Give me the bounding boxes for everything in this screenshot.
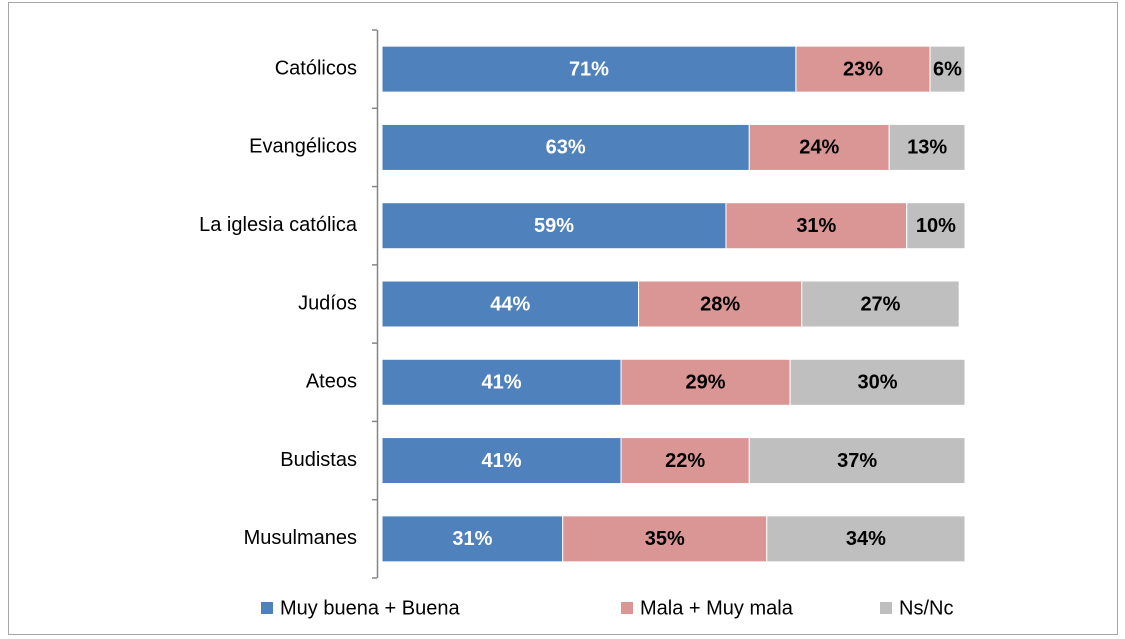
legend-swatch	[880, 602, 892, 614]
data-label: 34%	[846, 528, 886, 550]
data-label: 41%	[481, 372, 521, 394]
legend-swatch	[261, 602, 273, 614]
bar-segment	[725, 202, 908, 250]
bar-segment	[381, 202, 727, 250]
bar-segment	[381, 437, 622, 485]
data-label: 6%	[933, 58, 962, 80]
bar-segment	[381, 358, 622, 406]
bar-segment	[381, 280, 640, 328]
data-label: 59%	[534, 215, 574, 237]
data-label: 41%	[481, 450, 521, 472]
legend-label: Mala + Muy mala	[640, 597, 794, 619]
category-label: Evangélicos	[249, 136, 357, 158]
category-label: Judíos	[298, 292, 357, 314]
bar-segment	[795, 45, 931, 93]
data-label: 27%	[860, 293, 900, 315]
data-label: 44%	[490, 293, 530, 315]
bar-segment	[620, 358, 791, 406]
data-label: 13%	[907, 137, 947, 159]
bar-segment	[562, 515, 768, 563]
bar-segment	[381, 123, 750, 171]
bar-segment	[766, 515, 966, 563]
category-label: Budistas	[280, 449, 357, 471]
data-label: 10%	[916, 215, 956, 237]
bar-segment	[789, 358, 966, 406]
data-label: 63%	[546, 137, 586, 159]
data-label: 30%	[858, 372, 898, 394]
data-label: 23%	[843, 58, 883, 80]
bar-segment	[888, 123, 966, 171]
legend-label: Ns/Nc	[899, 597, 953, 619]
legend-label: Muy buena + Buena	[280, 597, 460, 619]
data-label: 31%	[452, 528, 492, 550]
data-label: 37%	[837, 450, 877, 472]
legend-swatch	[621, 602, 633, 614]
bar-segment	[748, 437, 966, 485]
data-label: 28%	[700, 293, 740, 315]
bar-segment	[381, 45, 797, 93]
category-label: La iglesia católica	[199, 214, 358, 236]
bar-segment	[748, 123, 890, 171]
data-label: 35%	[645, 528, 685, 550]
data-label: 31%	[796, 215, 836, 237]
bar-segment	[620, 437, 750, 485]
category-label: Católicos	[275, 57, 357, 79]
bar-segment	[929, 45, 966, 93]
data-label: 29%	[686, 372, 726, 394]
bar-segment	[906, 202, 966, 250]
category-label: Ateos	[306, 371, 357, 393]
bar-segment	[801, 280, 960, 328]
data-label: 71%	[569, 58, 609, 80]
data-label: 22%	[665, 450, 705, 472]
category-label: Musulmanes	[244, 527, 357, 549]
data-label: 24%	[799, 137, 839, 159]
